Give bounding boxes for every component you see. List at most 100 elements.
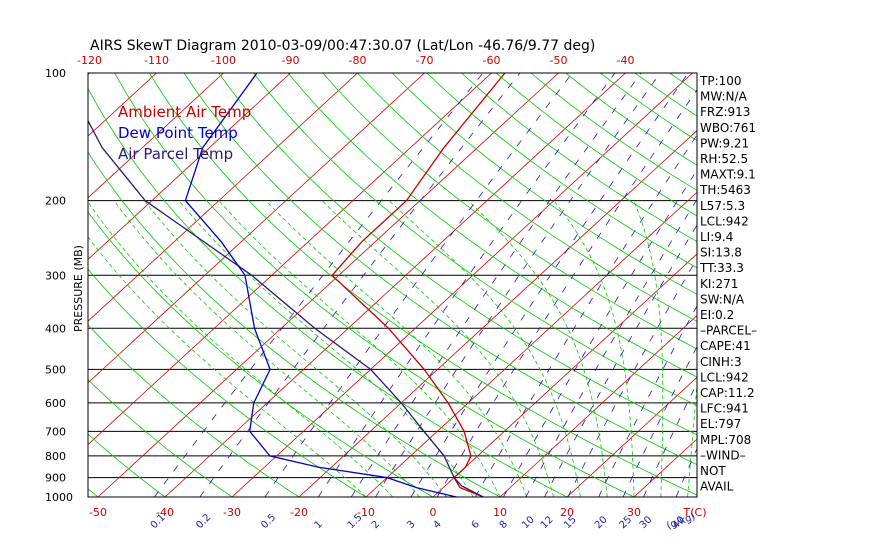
isotherm xyxy=(88,73,358,322)
y-axis-label: PRESSURE (MB) xyxy=(72,245,85,332)
pressure-tick-label: 800 xyxy=(45,450,66,463)
mixing-ratio-line xyxy=(675,447,697,497)
stat-item: SW:N/A xyxy=(700,292,745,306)
temp-tick-bottom: 0 xyxy=(430,506,437,519)
stat-item: AVAIL xyxy=(700,480,734,494)
stat-item: NOT xyxy=(700,464,726,478)
temp-tick-bottom: -30 xyxy=(223,506,241,519)
stat-item: TH:5463 xyxy=(699,183,751,197)
pressure-tick-label: 300 xyxy=(45,269,66,282)
isotherm xyxy=(499,315,697,497)
moist-adiabat xyxy=(321,200,554,497)
dry-adiabat xyxy=(88,433,166,497)
stat-item: LI:9.4 xyxy=(700,230,733,244)
stat-item: SI:13.8 xyxy=(700,246,742,260)
mixing-ratio-line xyxy=(350,73,642,497)
moist-adiabat xyxy=(88,236,367,497)
mixing-ratio-label: 2 xyxy=(370,519,382,531)
stat-item: LCL:942 xyxy=(700,370,749,384)
mixing-ratio-line xyxy=(199,73,521,497)
moist-adiabat xyxy=(144,200,447,497)
isotherm xyxy=(566,376,697,497)
mixing-ratio-label: 4 xyxy=(431,519,443,531)
mixing-ratio-line xyxy=(643,382,697,497)
legend-dewpoint: Dew Point Temp xyxy=(118,124,238,142)
mixing-ratio-line xyxy=(503,169,697,497)
stat-item: –PARCEL– xyxy=(700,324,757,338)
dry-adiabat xyxy=(322,73,697,350)
pressure-tick-label: 200 xyxy=(45,195,66,208)
temp-tick-top: -70 xyxy=(416,54,434,67)
dry-adiabat xyxy=(218,73,697,436)
isotherm xyxy=(88,73,425,384)
isotherm xyxy=(97,73,559,497)
mixing-ratio-label: 8 xyxy=(498,519,510,531)
stat-item: EL:797 xyxy=(700,417,741,431)
stat-item: TT:33.3 xyxy=(699,261,744,275)
dry-adiabat xyxy=(357,73,697,322)
temp-tick-top: -50 xyxy=(550,54,568,67)
stat-item: PW:9.21 xyxy=(700,136,749,150)
mixing-ratio-label: 3 xyxy=(405,519,417,531)
mixing-ratio-line xyxy=(567,257,697,497)
isotherm xyxy=(88,73,291,261)
moist-adiabat xyxy=(88,201,394,497)
mixing-ratio-line xyxy=(525,198,697,497)
stat-item: LFC:941 xyxy=(700,402,749,416)
temp-tick-top: -100 xyxy=(211,54,236,67)
stat-item: RH:52.5 xyxy=(700,152,748,166)
series-line-ambient xyxy=(331,73,506,497)
mixing-ratio-label: 1 xyxy=(313,519,325,531)
stat-item: CINH:3 xyxy=(700,355,742,369)
pressure-tick-label: 600 xyxy=(45,397,66,410)
pressure-tick-label: 900 xyxy=(45,472,66,485)
mixing-ratio-label: 6 xyxy=(470,519,482,531)
dry-adiabat xyxy=(495,73,697,217)
dry-adiabat xyxy=(88,324,300,497)
pressure-tick-label: 500 xyxy=(45,363,66,376)
stat-item: WBO:761 xyxy=(700,121,756,135)
temp-tick-bottom: -20 xyxy=(290,506,308,519)
legend: Ambient Air Temp Dew Point Temp Air Parc… xyxy=(118,103,251,163)
legend-ambient: Ambient Air Temp xyxy=(118,103,251,121)
temp-tick-bottom: 20 xyxy=(560,506,574,519)
temp-tick-bottom: -40 xyxy=(156,506,174,519)
isotherm xyxy=(365,191,697,497)
stat-item: MPL:708 xyxy=(700,433,751,447)
pressure-tick-label: 400 xyxy=(45,322,66,335)
mixing-ratio-label: 0.2 xyxy=(194,512,213,531)
stat-item: MAXT:9.1 xyxy=(700,168,756,182)
dry-adiabat xyxy=(88,87,568,497)
dry-adiabat xyxy=(426,73,697,269)
moist-adiabat xyxy=(467,200,608,497)
isotherm xyxy=(88,73,492,446)
stat-item: CAPE:41 xyxy=(700,339,751,353)
dry-adiabat xyxy=(0,73,31,497)
dry-adiabat xyxy=(88,379,233,497)
isotherm xyxy=(0,73,23,497)
temp-axis-label: T(C) xyxy=(683,506,707,519)
grid xyxy=(0,73,697,497)
series-line-parcel xyxy=(88,119,484,497)
temp-tick-top: -90 xyxy=(282,54,300,67)
temp-tick-top: -120 xyxy=(77,54,102,67)
temp-tick-top: -40 xyxy=(617,54,635,67)
stat-item: FRZ:913 xyxy=(700,105,750,119)
mixing-ratio-line xyxy=(264,73,573,497)
isotherm xyxy=(298,130,697,497)
mixing-ratio-line xyxy=(375,73,661,497)
chart-title: AIRS SkewT Diagram 2010-03-09/00:47:30.0… xyxy=(90,38,595,54)
dry-adiabat xyxy=(88,151,501,497)
pressure-tick-label: 1000 xyxy=(45,491,73,504)
moist-adiabat xyxy=(553,200,635,497)
stat-item: TP:100 xyxy=(699,74,742,88)
mixing-ratio-label: 10 xyxy=(520,514,537,531)
mixing-ratio-line xyxy=(154,73,484,497)
temp-tick-top: -60 xyxy=(483,54,501,67)
mixing-ratio-line xyxy=(410,73,689,497)
isotherm xyxy=(164,73,626,497)
isotherm xyxy=(633,438,697,497)
plot-frame xyxy=(87,72,698,498)
moist-adiabat xyxy=(178,200,474,497)
moist-adiabat xyxy=(113,200,420,497)
